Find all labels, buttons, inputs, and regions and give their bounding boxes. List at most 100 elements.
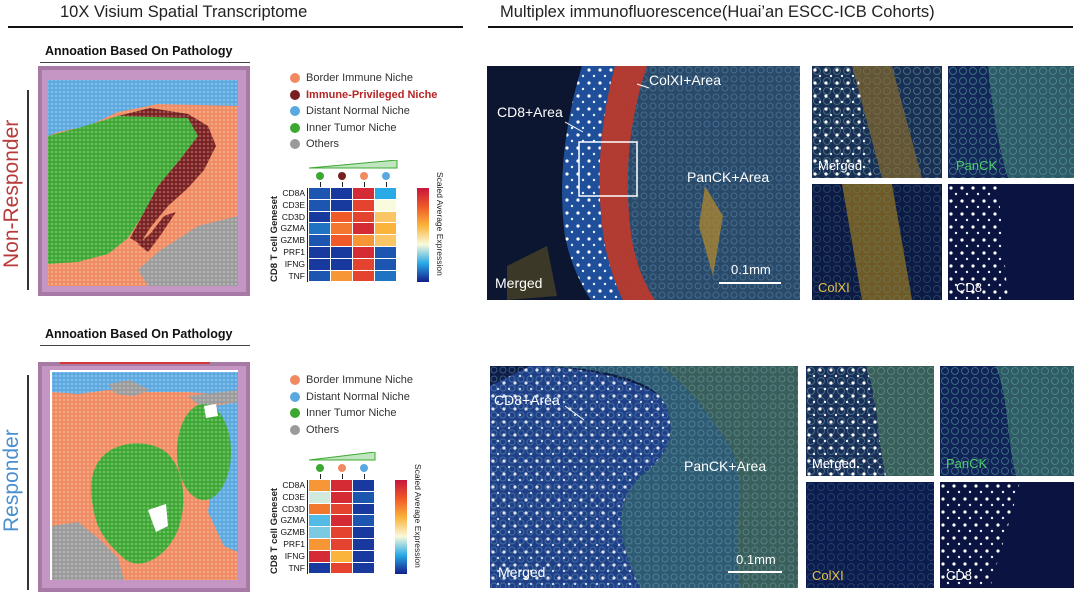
heatmap-cell bbox=[331, 199, 352, 211]
heatmap-cell bbox=[331, 515, 352, 527]
heatmap-cell bbox=[309, 235, 330, 246]
gene-label: GZMA bbox=[280, 515, 305, 526]
r-panck-area-label: PanCK+Area bbox=[684, 458, 767, 474]
colorbar-label: Scaled Average Expression bbox=[435, 172, 445, 276]
heatmap-cell bbox=[353, 247, 374, 258]
legend-item: Border Immune Niche bbox=[290, 372, 413, 389]
legend-label: Distant Normal Niche bbox=[306, 105, 410, 117]
legend-item: Inner Tumor Niche bbox=[290, 405, 413, 422]
legend-label: Border Immune Niche bbox=[306, 72, 413, 84]
gene-label: PRF1 bbox=[283, 539, 305, 549]
legend-item: Distant Normal Niche bbox=[290, 389, 413, 406]
heatmap-cell bbox=[309, 223, 330, 235]
heatmap-cell bbox=[353, 503, 374, 515]
r-heatmap: CD8 T cell Geneset CD8A CD3E CD3D GZMA GZMB PR… bbox=[265, 452, 465, 592]
column-color-dot bbox=[316, 464, 324, 472]
heatmap-cell bbox=[331, 491, 352, 503]
heatmap-cell bbox=[353, 562, 374, 574]
gene-label: PRF1 bbox=[283, 247, 305, 257]
colorbar-label: Scaled Average Expression bbox=[413, 464, 423, 568]
heatmap-cell bbox=[353, 258, 374, 270]
heatmap-cell bbox=[353, 515, 374, 527]
heatmap-cell bbox=[309, 480, 330, 491]
column-color-dot bbox=[338, 464, 346, 472]
r-scale-label: 0.1mm bbox=[736, 552, 776, 567]
r-mif-merged-image: CD8+Area PanCK+Area Merged 0.1mm bbox=[490, 366, 798, 588]
heatmap-cell bbox=[331, 258, 352, 270]
heatmap-cell bbox=[375, 188, 396, 199]
heatmap-cell bbox=[309, 247, 330, 258]
heatmap-cell bbox=[331, 503, 352, 515]
nr-spatial-map bbox=[38, 66, 250, 296]
legend-swatch bbox=[290, 73, 300, 84]
r-tile-colxi: ColXI bbox=[806, 482, 934, 588]
legend-label: Others bbox=[306, 138, 340, 150]
gene-label: CD3E bbox=[282, 491, 305, 502]
heatmap-cell bbox=[309, 515, 330, 527]
responder-label: Responder bbox=[0, 429, 23, 532]
nr-tile-merged: Merged bbox=[812, 66, 942, 178]
legend-swatch bbox=[290, 106, 300, 117]
legend-item: Inner Tumor Niche bbox=[290, 120, 437, 137]
nr-scale-bar bbox=[719, 282, 781, 284]
gene-label: TNF bbox=[288, 270, 305, 281]
right-title-rule bbox=[488, 26, 1073, 28]
r-tile-merged: Merged bbox=[806, 366, 934, 476]
heatmap-cell bbox=[375, 223, 396, 235]
heatmap-cell bbox=[309, 550, 330, 562]
heatmap-cell bbox=[309, 258, 330, 270]
column-tick bbox=[364, 182, 365, 187]
column-color-dot bbox=[316, 172, 324, 180]
nr-tile-panck-label: PanCK bbox=[956, 158, 998, 173]
nr-annotation-rule bbox=[40, 62, 250, 63]
legend-swatch bbox=[290, 391, 300, 402]
left-title-rule bbox=[8, 26, 463, 28]
legend-swatch bbox=[290, 89, 300, 100]
heatmap-cell bbox=[331, 270, 352, 282]
heatmap-cell bbox=[309, 527, 330, 538]
r-annotation-title: Annoation Based On Pathology bbox=[45, 327, 233, 341]
heatmap-cell bbox=[353, 480, 374, 491]
heatmap-cell bbox=[331, 480, 352, 491]
r-scale-bar bbox=[728, 571, 782, 573]
heatmap-cell bbox=[331, 562, 352, 574]
gene-label: CD3D bbox=[281, 211, 305, 222]
heatmap-cell bbox=[353, 527, 374, 538]
responder-divider bbox=[27, 375, 29, 590]
legend-label: Border Immune Niche bbox=[306, 374, 413, 386]
legend-item: Border Immune Niche bbox=[290, 70, 437, 87]
legend-item: Others bbox=[290, 422, 413, 439]
heatmap-cell bbox=[353, 491, 374, 503]
heatmap-cell bbox=[353, 270, 374, 282]
column-tick bbox=[320, 182, 321, 187]
heatmap-cell bbox=[353, 539, 374, 550]
heatmap-row-axis bbox=[307, 480, 308, 575]
heatmap-cell bbox=[353, 211, 374, 223]
gene-label: CD8A bbox=[282, 188, 305, 198]
column-tick bbox=[342, 182, 343, 187]
left-section-title: 10X Visium Spatial Transcriptome bbox=[60, 3, 308, 21]
column-tick bbox=[364, 474, 365, 479]
heatmap-cell bbox=[331, 550, 352, 562]
non-responder-divider bbox=[27, 90, 29, 290]
heatmap-cell bbox=[375, 270, 396, 282]
column-tick bbox=[320, 474, 321, 479]
gene-label: GZMB bbox=[280, 235, 305, 246]
heatmap-cell bbox=[353, 550, 374, 562]
colorbar bbox=[417, 188, 429, 283]
heatmap-cell bbox=[375, 247, 396, 258]
gradient-triangle bbox=[309, 160, 398, 169]
legend-swatch bbox=[290, 122, 300, 133]
right-section-title: Multiplex immunofluorescence(Huai’an ESC… bbox=[500, 3, 935, 21]
heatmap-cell bbox=[309, 211, 330, 223]
nr-scale-label: 0.1mm bbox=[731, 262, 771, 277]
heatmap-cell bbox=[309, 199, 330, 211]
heatmap-cell bbox=[353, 223, 374, 235]
heatmap-row-axis bbox=[307, 188, 308, 283]
nr-tile-merged-label: Merged bbox=[818, 158, 863, 173]
heatmap-cell bbox=[331, 223, 352, 235]
gradient-triangle bbox=[309, 452, 376, 461]
column-tick bbox=[386, 182, 387, 187]
column-color-dot bbox=[382, 172, 390, 180]
legend-label: Others bbox=[306, 423, 340, 436]
